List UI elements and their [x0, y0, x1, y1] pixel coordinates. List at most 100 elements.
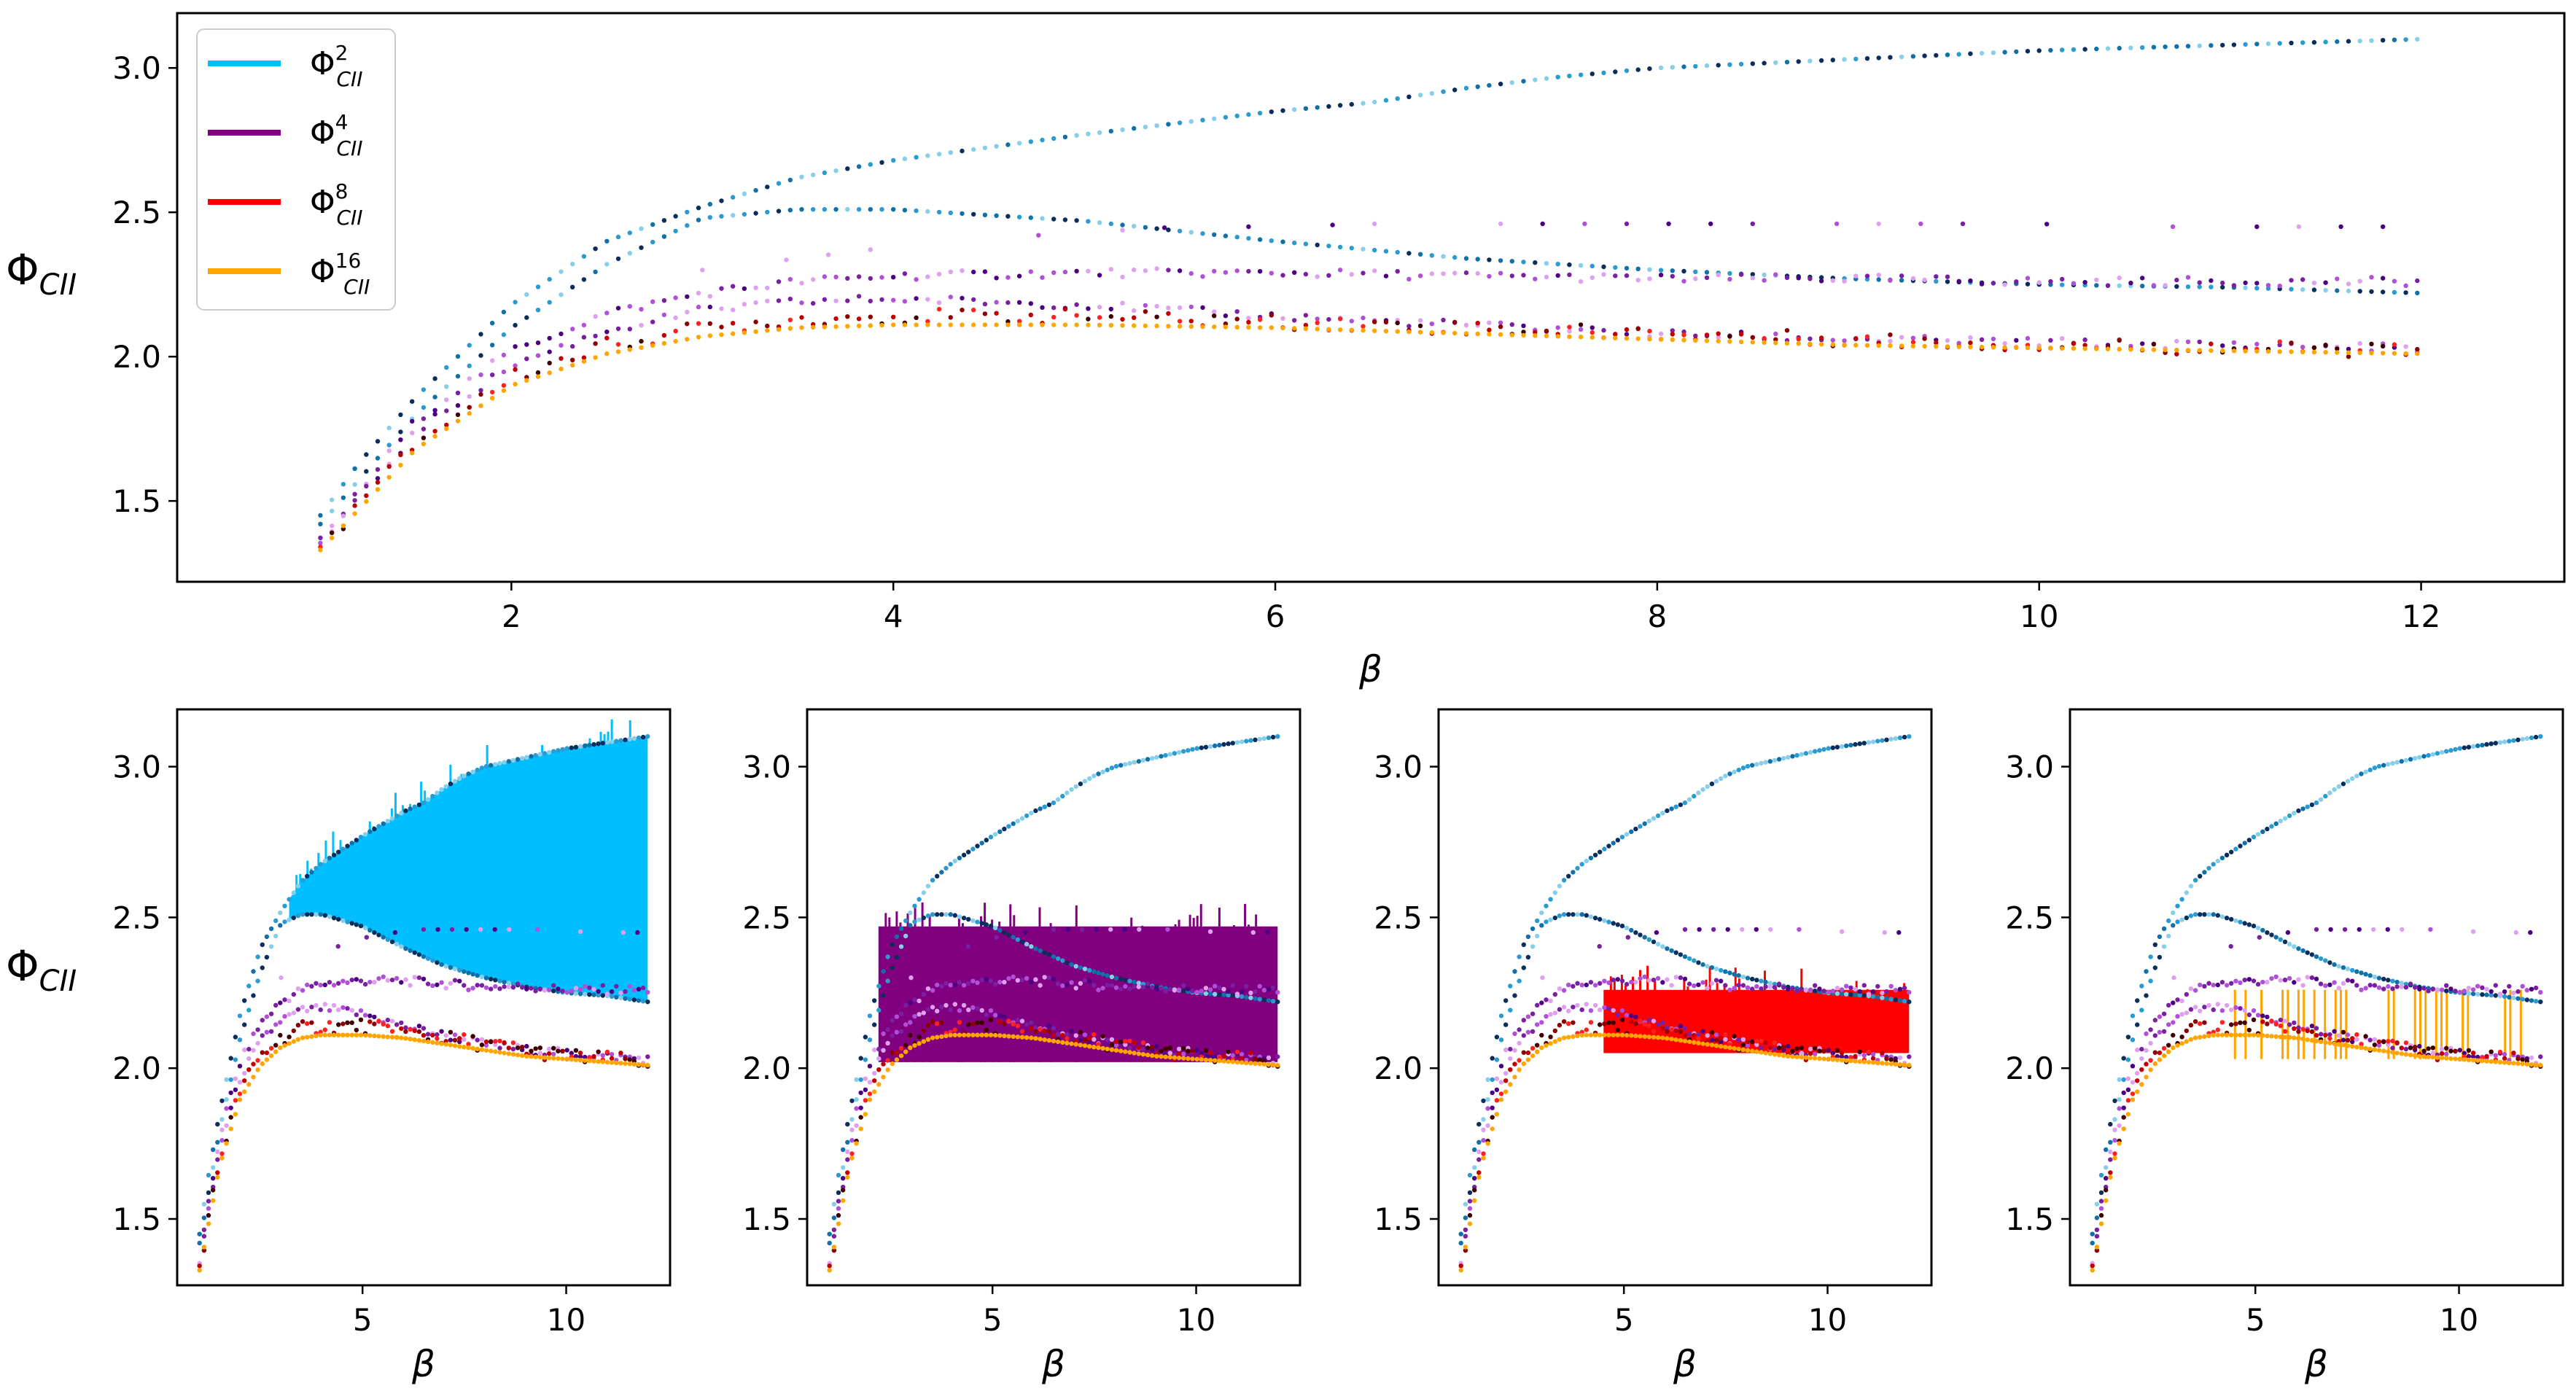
- point-phi8: [971, 308, 976, 313]
- point-phi2: [587, 992, 592, 997]
- point-phi16: [2309, 1037, 2315, 1043]
- point-phi4: [1839, 929, 1845, 935]
- point-phi16: [1584, 1032, 1589, 1037]
- point-phi16: [2094, 346, 2099, 351]
- point-phi2: [386, 443, 392, 448]
- point-phi2: [1326, 243, 1331, 249]
- point-phi4: [1611, 1008, 1616, 1013]
- point-phi2: [1015, 937, 1021, 943]
- point-phi2: [2025, 49, 2031, 54]
- point-phi16: [1521, 332, 1526, 338]
- point-phi4: [1624, 332, 1630, 337]
- point-phi4: [650, 299, 655, 304]
- point-phi4: [1592, 1002, 1598, 1008]
- point-phi16: [2233, 1032, 2238, 1037]
- point-phi4: [1767, 984, 1773, 989]
- point-phi2: [1665, 946, 1670, 951]
- point-phi2: [255, 978, 260, 983]
- point-phi2: [1808, 749, 1813, 755]
- point-phi8: [1163, 1046, 1168, 1051]
- point-phi2: [1736, 973, 1741, 978]
- point-phi2: [2139, 983, 2144, 989]
- point-phi4: [1525, 1014, 1531, 1019]
- point-phi4: [2300, 277, 2305, 282]
- point-phi2: [1624, 925, 1630, 931]
- point-phi4: [1143, 268, 1148, 273]
- point-phi2: [1042, 804, 1047, 809]
- point-phi16: [529, 1054, 534, 1059]
- point-phi2: [1660, 944, 1665, 949]
- point-phi4: [2014, 338, 2019, 343]
- point-phi4: [1818, 278, 1824, 284]
- point-phi16: [535, 374, 541, 379]
- bottom-1-plot-marks: [197, 719, 650, 1273]
- point-phi2: [1533, 77, 1538, 82]
- point-phi4: [336, 1008, 341, 1013]
- point-phi4: [432, 408, 437, 413]
- point-phi2: [2139, 1008, 2144, 1013]
- point-phi2: [2484, 992, 2489, 997]
- point-phi16: [2457, 1056, 2462, 1062]
- point-phi8: [2192, 1019, 2198, 1024]
- point-phi4: [564, 989, 569, 995]
- point-phi2: [2390, 760, 2395, 766]
- point-phi2: [609, 739, 615, 744]
- point-phi4: [811, 277, 816, 282]
- point-phi4: [742, 302, 747, 307]
- point-phi2: [260, 942, 265, 948]
- point-phi16: [515, 1052, 521, 1058]
- point-phi4: [822, 297, 828, 302]
- point-phi2: [1038, 806, 1043, 811]
- point-phi4: [264, 1029, 270, 1035]
- point-phi2: [833, 168, 838, 174]
- point-phi2: [1253, 996, 1258, 1001]
- point-phi2: [1002, 826, 1007, 832]
- point-phi4: [2332, 980, 2337, 985]
- point-phi2: [614, 994, 619, 1000]
- point-phi4: [2273, 974, 2279, 980]
- point-phi2: [1326, 104, 1331, 109]
- point-phi2: [992, 925, 998, 931]
- point-phi2: [1261, 736, 1267, 741]
- point-phi16: [1200, 324, 1205, 330]
- point-phi8: [731, 321, 736, 326]
- point-phi16: [2260, 1033, 2265, 1038]
- point-phi4: [573, 986, 579, 991]
- point-phi2: [2340, 965, 2346, 970]
- point-phi16: [1624, 1032, 1630, 1038]
- point-phi2: [1207, 991, 1213, 997]
- point-phi2: [2198, 873, 2203, 879]
- point-phi16: [2289, 349, 2294, 354]
- point-phi4: [1199, 1051, 1205, 1056]
- point-phi2: [1248, 995, 1253, 1000]
- point-phi8: [358, 1017, 364, 1023]
- point-phi4: [1046, 975, 1052, 981]
- point-phi4: [1991, 281, 1996, 286]
- point-phi2: [1167, 752, 1173, 757]
- point-phi16: [2229, 1032, 2234, 1037]
- point-phi16: [2242, 1032, 2247, 1037]
- point-phi2: [282, 919, 287, 924]
- point-phi2: [331, 852, 337, 858]
- point-phi4: [635, 930, 640, 935]
- point-phi2: [2538, 734, 2543, 739]
- point-phi16: [1740, 1047, 1746, 1053]
- point-phi2: [872, 1022, 877, 1027]
- point-phi16: [1629, 1033, 1634, 1038]
- point-phi4: [1530, 1029, 1536, 1035]
- point-phi2: [2300, 806, 2305, 811]
- point-phi16: [1762, 340, 1767, 345]
- point-phi16: [1337, 327, 1343, 332]
- point-phi8: [1796, 336, 1801, 342]
- point-phi8: [1517, 1058, 1522, 1063]
- point-phi2: [1899, 54, 1904, 60]
- point-phi8: [457, 1036, 462, 1041]
- point-phi2: [1118, 763, 1124, 768]
- point-phi4: [673, 295, 678, 300]
- point-phi4: [1934, 274, 1939, 279]
- point-phi4: [2157, 1014, 2163, 1019]
- point-phi2: [994, 144, 999, 149]
- point-phi2: [452, 966, 458, 972]
- point-phi4: [1633, 1014, 1638, 1020]
- point-phi16: [1172, 1055, 1178, 1060]
